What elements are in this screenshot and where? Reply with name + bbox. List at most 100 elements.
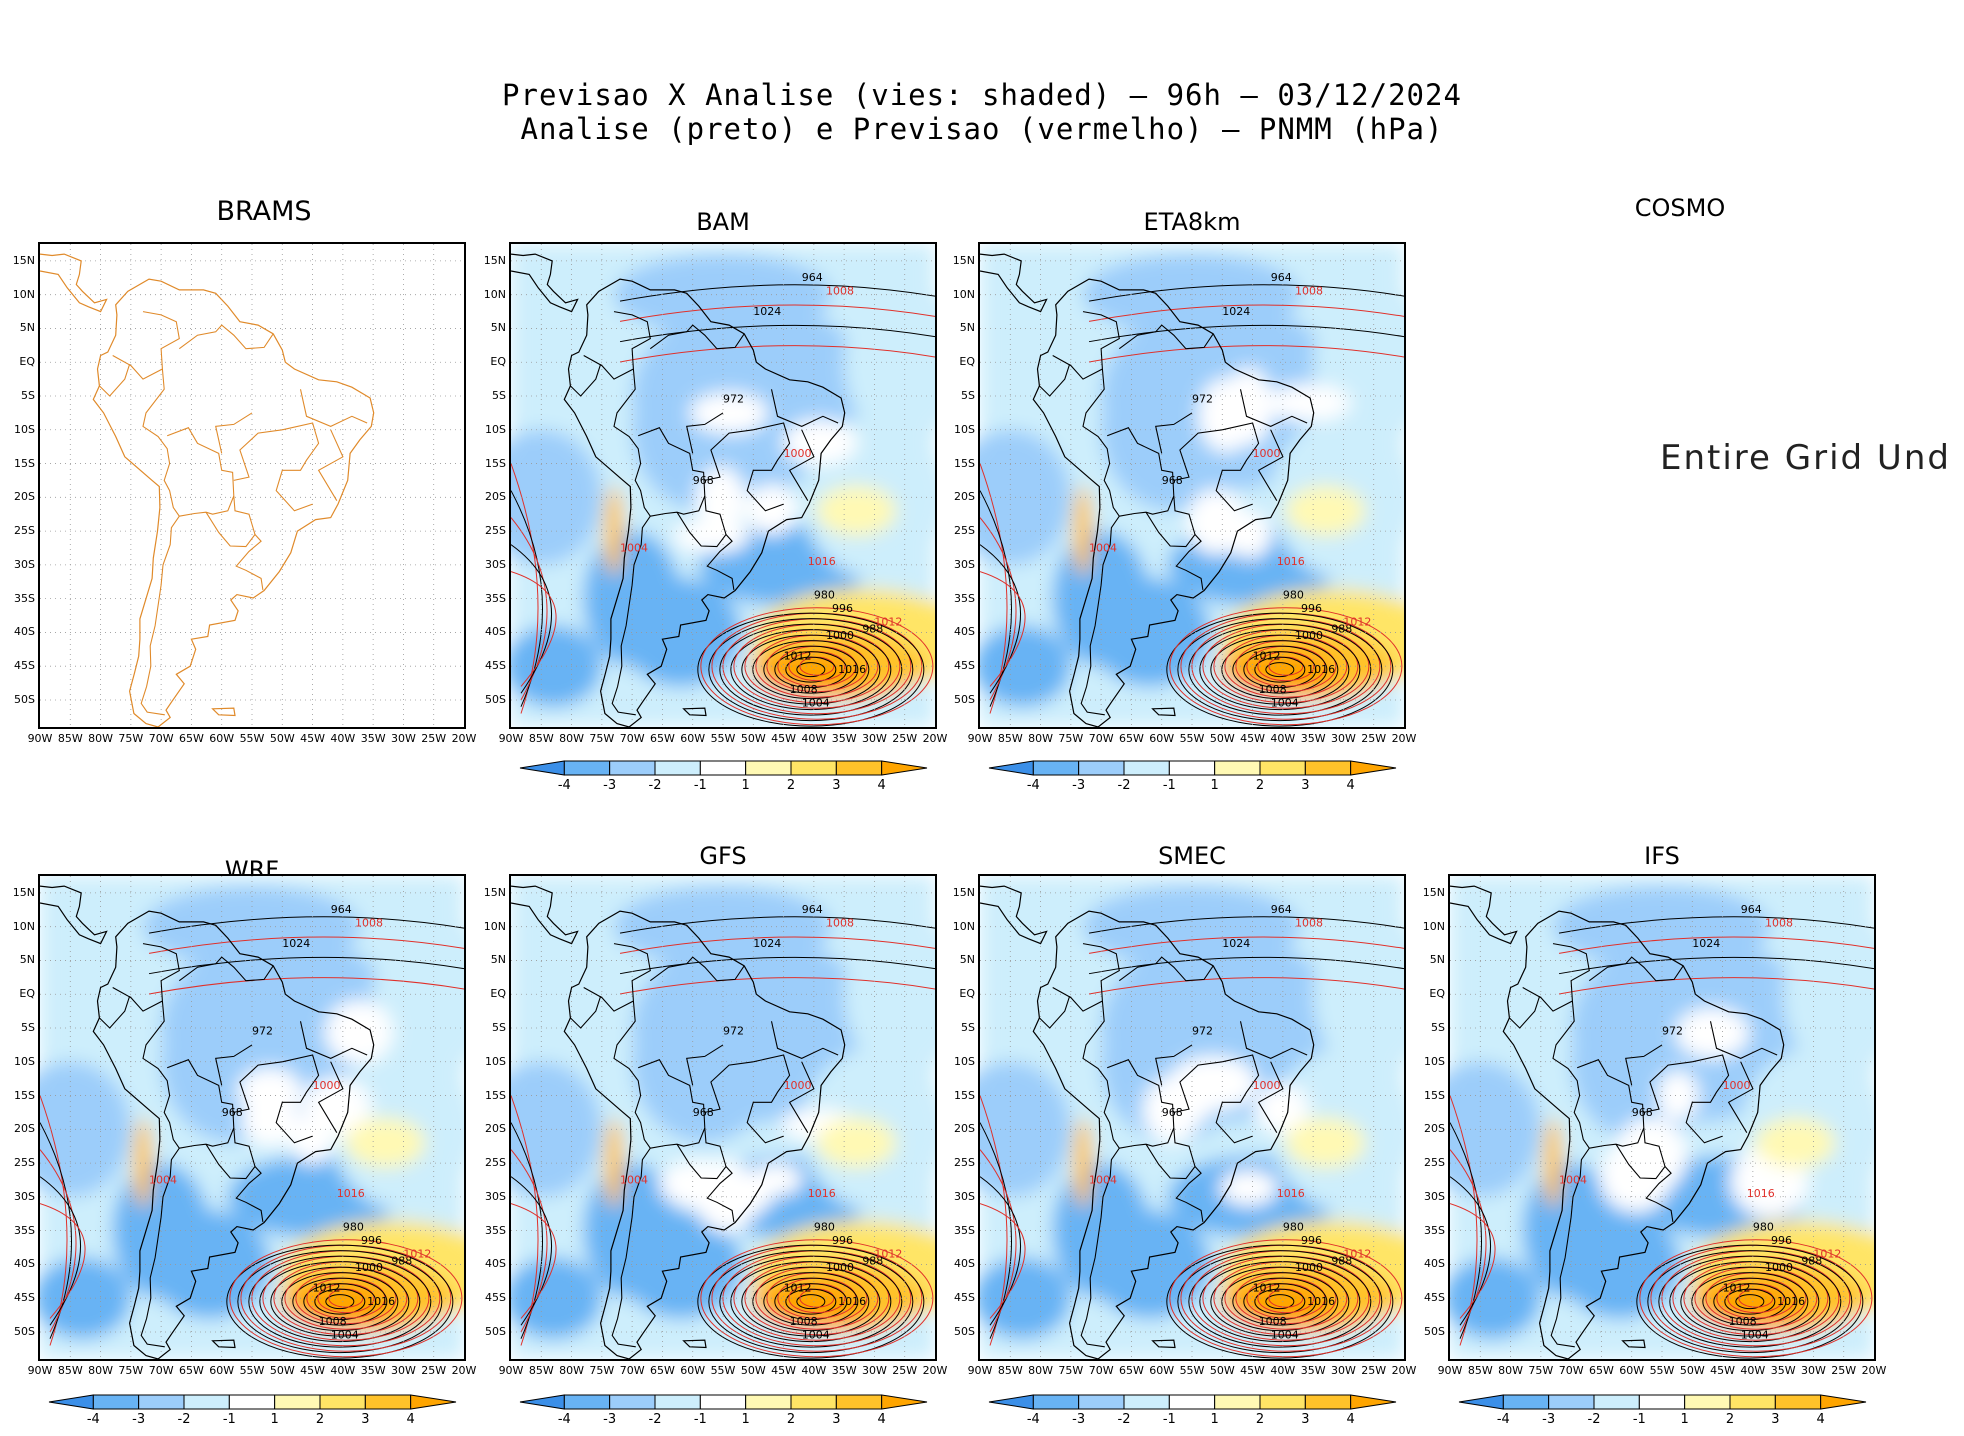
pressure-contours [1450, 916, 1874, 1359]
lon-tick-label: 55W [239, 1364, 265, 1377]
panel-title-smec: SMEC [1158, 842, 1226, 870]
lon-tick-label: 45W [1710, 1364, 1735, 1377]
contour-labels: 1016101210081004100099698898097296896410… [1089, 903, 1371, 1342]
analysis-contour-label: 988 [1801, 1254, 1822, 1267]
analysis-contour-label: 980 [343, 1221, 364, 1234]
lon-tick-label: 90W [1437, 1364, 1463, 1377]
lat-tick-label: 15S [14, 1088, 35, 1102]
colorbar-tick-label: -2 [648, 778, 662, 793]
lon-tick-label: 25W [892, 1364, 918, 1377]
coastlines-borders [40, 885, 375, 1359]
lon-tick-label: 25W [1831, 1364, 1857, 1377]
lon-tick-label: 35W [1300, 732, 1326, 745]
lat-tick-label: 50S [1424, 1324, 1445, 1338]
lon-tick-label: 45W [1240, 732, 1265, 745]
lon-tick-label: 35W [1770, 1364, 1796, 1377]
forecast-contour-label: 1000 [784, 447, 812, 460]
lon-tick-label: 55W [1649, 1364, 1675, 1377]
lat-tick-label: 30S [485, 557, 506, 571]
lon-tick-label: 65W [649, 732, 675, 745]
colorbar-tick-label: -4 [557, 1412, 571, 1427]
colorbar [988, 1394, 1397, 1410]
lon-tick-label: 60W [680, 1364, 706, 1377]
colorbar-segment [1259, 1394, 1306, 1410]
colorbar-tick-label: -2 [1117, 1412, 1131, 1427]
colorbar-tick-label: 4 [1346, 1412, 1355, 1427]
lat-tick-label: 15N [12, 253, 35, 267]
analysis-contour-label: 1008 [1259, 683, 1287, 696]
analysis-contour-label: 968 [693, 474, 714, 487]
colorbar-tick-label: 1 [270, 1412, 279, 1427]
lat-tick-label: 15N [12, 885, 35, 899]
analysis-contour-label: 988 [862, 1254, 883, 1267]
lat-tick-label: 45S [14, 659, 35, 673]
panel-title-bam: BAM [696, 208, 750, 236]
lon-tick-label: 75W [118, 732, 144, 745]
map-panel-eta8km: 1016 1012 1008 1004 1000 996 988 980 972 968 964 10… [978, 242, 1406, 729]
lon-tick-label: 75W [589, 1364, 615, 1377]
lon-tick-label: 50W [1679, 1364, 1705, 1377]
colorbar-tick-label: 4 [1816, 1412, 1825, 1427]
colorbar-segment [1593, 1394, 1640, 1410]
analysis-contour-label: 1016 [838, 1295, 866, 1308]
lon-tick-label: 45W [771, 732, 796, 745]
lon-tick-label: 70W [1558, 1364, 1584, 1377]
lon-tick-label: 75W [118, 1364, 144, 1377]
contour-labels: 1016101210081004100099698898097296896410… [1089, 271, 1371, 710]
forecast-contour-label: 1004 [620, 1173, 648, 1186]
lat-tick-label: 35S [14, 591, 35, 605]
map-panel-bam: 1016 1012 1008 1004 1000 996 988 980 972 968 964 10… [509, 242, 937, 729]
lon-tick-label: 35W [831, 1364, 857, 1377]
forecast-contour-label: 1016 [1747, 1187, 1775, 1200]
lat-tick-label: 50S [14, 692, 35, 706]
lon-tick-label: 50W [1209, 732, 1235, 745]
analysis-contour-label: 968 [1162, 474, 1183, 487]
map-panel-ifs: 1016 1012 1008 1004 1000 996 988 980 972 968 964 10… [1448, 874, 1876, 1361]
lon-tick-label: 85W [528, 1364, 554, 1377]
lon-tick-label: 20W [1861, 1364, 1887, 1377]
analysis-contour-label: 996 [1301, 602, 1322, 615]
lon-tick-label: 65W [178, 732, 204, 745]
analysis-contour-label: 996 [832, 1234, 853, 1247]
lat-tick-label: 45S [954, 1291, 975, 1305]
analysis-contour-label: 972 [1662, 1025, 1683, 1038]
lat-tick-label: 15N [952, 253, 975, 267]
forecast-contour-label: 1016 [808, 555, 836, 568]
colorbar-tick-label: 2 [1255, 1412, 1265, 1427]
colorbar-segment [609, 1394, 656, 1410]
analysis-contour-label: 1016 [838, 663, 866, 676]
colorbar-tick-label: -4 [86, 1412, 100, 1427]
lat-tick-label: 15S [954, 456, 975, 470]
colorbar-segment [1304, 1394, 1352, 1410]
analysis-contour-label: 964 [1271, 903, 1292, 916]
lon-tick-label: 80W [1028, 1364, 1053, 1377]
lon-tick-label: 50W [269, 1364, 295, 1377]
colorbar-tick-label: 2 [786, 778, 796, 793]
colorbar-segment [881, 1394, 928, 1410]
analysis-contour-label: 964 [802, 903, 823, 916]
colorbar-segment [1259, 760, 1306, 776]
colorbar-segment [1684, 1394, 1731, 1410]
analysis-contour-label: 964 [1271, 271, 1292, 284]
lon-tick-label: 50W [740, 1364, 766, 1377]
panel-title-eta8km: ETA8km [1143, 208, 1241, 236]
lon-tick-label: 45W [300, 1364, 325, 1377]
lat-tick-label: 5N [490, 953, 506, 967]
lon-tick-label: 30W [861, 1364, 887, 1377]
lat-tick-label: 15S [954, 1088, 975, 1102]
graticule [1450, 876, 1874, 1359]
colorbar-segment [48, 1394, 94, 1410]
lon-tick-label: 55W [710, 732, 736, 745]
lon-tick-label: 35W [831, 732, 857, 745]
analysis-contour-label: 1008 [790, 1315, 818, 1328]
forecast-contour-label: 1000 [313, 1079, 341, 1092]
panel-title-cosmo: COSMO [1634, 194, 1726, 222]
pressure-contours [980, 284, 1404, 727]
analysis-contour-label: 972 [723, 393, 744, 406]
lat-tick-label: 15S [485, 456, 506, 470]
colorbar-segment [138, 1394, 185, 1410]
colorbar-segment [654, 760, 701, 776]
figure-title-line1: Previsao X Analise (vies: shaded) — 96h … [502, 78, 1462, 112]
lon-tick-label: 40W [801, 732, 827, 745]
map-panel-brams [38, 242, 466, 729]
